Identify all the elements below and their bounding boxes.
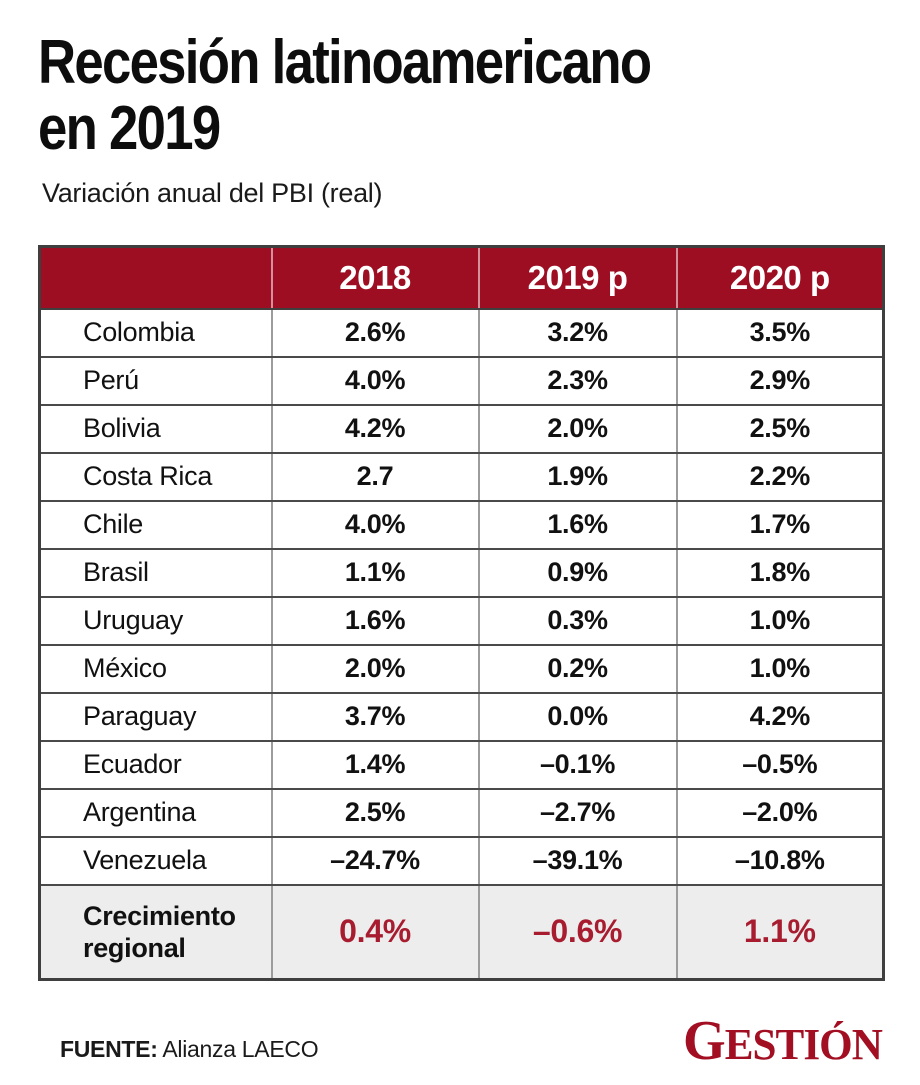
- value-cell: 3.7%: [270, 691, 480, 742]
- page-title: Recesión latinoamericano en 2019: [38, 30, 788, 162]
- table-row: Costa Rica 2.7 1.9% 2.2%: [38, 451, 885, 502]
- country-name: Chile: [38, 499, 273, 550]
- country-name: Costa Rica: [38, 451, 273, 502]
- header-2019p: 2019 p: [477, 246, 677, 310]
- value-cell: 1.0%: [675, 643, 885, 694]
- table-row: Bolivia 4.2% 2.0% 2.5%: [38, 403, 885, 454]
- table-row: Uruguay 1.6% 0.3% 1.0%: [38, 595, 885, 646]
- page-title-line1: Recesión latinoamericano: [38, 28, 652, 97]
- table-header-row: 2018 2019 p 2020 p: [39, 246, 884, 310]
- page-subtitle: Variación anual del PBI (real): [42, 178, 383, 208]
- value-cell: –39.1%: [477, 835, 678, 886]
- value-cell: 4.0%: [270, 499, 480, 550]
- table-row: Ecuador 1.4% –0.1% –0.5%: [38, 739, 885, 790]
- summary-value: –0.6%: [477, 883, 678, 981]
- country-name: Uruguay: [38, 595, 273, 646]
- table-row: México 2.0% 0.2% 1.0%: [38, 643, 885, 694]
- value-cell: 4.0%: [270, 355, 480, 406]
- value-cell: 2.0%: [477, 403, 678, 454]
- gdp-table: 2018 2019 p 2020 p Colombia 2.6% 3.2% 3.5% P…: [38, 245, 885, 981]
- value-cell: 0.0%: [477, 691, 678, 742]
- table-row: Brasil 1.1% 0.9% 1.8%: [38, 547, 885, 598]
- country-name: Brasil: [38, 547, 273, 598]
- value-cell: 2.3%: [477, 355, 678, 406]
- value-cell: 0.9%: [477, 547, 678, 598]
- source-label: FUENTE:: [60, 1036, 158, 1062]
- summary-value: 0.4%: [270, 883, 480, 981]
- summary-label: Crecimiento regional: [38, 883, 273, 981]
- source-value: Alianza LAECO: [157, 1036, 319, 1062]
- country-name: México: [38, 643, 273, 694]
- value-cell: 3.5%: [675, 307, 885, 358]
- country-name: Venezuela: [38, 835, 273, 886]
- value-cell: 4.2%: [675, 691, 885, 742]
- value-cell: 4.2%: [270, 403, 480, 454]
- header-2018: 2018: [270, 246, 479, 310]
- header-country: [39, 246, 272, 310]
- country-name: Perú: [38, 355, 273, 406]
- header-2020p: 2020 p: [675, 246, 884, 310]
- value-cell: 2.5%: [270, 787, 480, 838]
- table-row: Chile 4.0% 1.6% 1.7%: [38, 499, 885, 550]
- value-cell: 0.3%: [477, 595, 678, 646]
- country-name: Bolivia: [38, 403, 273, 454]
- value-cell: 0.2%: [477, 643, 678, 694]
- gestion-logo: GESTIÓN: [683, 1010, 883, 1072]
- country-name: Colombia: [38, 307, 273, 358]
- value-cell: 1.4%: [270, 739, 480, 790]
- value-cell: 1.1%: [270, 547, 480, 598]
- value-cell: 2.0%: [270, 643, 480, 694]
- value-cell: –24.7%: [270, 835, 480, 886]
- value-cell: –2.7%: [477, 787, 678, 838]
- value-cell: 1.6%: [477, 499, 678, 550]
- value-cell: –0.5%: [675, 739, 885, 790]
- table-row: Paraguay 3.7% 0.0% 4.2%: [38, 691, 885, 742]
- value-cell: 1.0%: [675, 595, 885, 646]
- value-cell: 3.2%: [477, 307, 678, 358]
- table-row: Colombia 2.6% 3.2% 3.5%: [38, 307, 885, 358]
- value-cell: –2.0%: [675, 787, 885, 838]
- footer: FUENTE: Alianza LAECO GESTIÓN: [38, 1010, 883, 1072]
- value-cell: 2.6%: [270, 307, 480, 358]
- country-name: Paraguay: [38, 691, 273, 742]
- summary-value: 1.1%: [675, 883, 885, 981]
- value-cell: 2.7: [270, 451, 480, 502]
- value-cell: 1.6%: [270, 595, 480, 646]
- value-cell: 1.7%: [675, 499, 885, 550]
- country-name: Argentina: [38, 787, 273, 838]
- value-cell: 1.8%: [675, 547, 885, 598]
- page-title-line2: en 2019: [38, 94, 221, 163]
- value-cell: –10.8%: [675, 835, 885, 886]
- value-cell: 2.9%: [675, 355, 885, 406]
- source-note: FUENTE: Alianza LAECO: [38, 1036, 319, 1071]
- value-cell: 2.5%: [675, 403, 885, 454]
- table-row: Argentina 2.5% –2.7% –2.0%: [38, 787, 885, 838]
- value-cell: 1.9%: [477, 451, 678, 502]
- table-row: Venezuela –24.7% –39.1% –10.8%: [38, 835, 885, 886]
- summary-row: Crecimiento regional 0.4% –0.6% 1.1%: [38, 883, 885, 981]
- table-row: Perú 4.0% 2.3% 2.9%: [38, 355, 885, 406]
- value-cell: –0.1%: [477, 739, 678, 790]
- value-cell: 2.2%: [675, 451, 885, 502]
- country-name: Ecuador: [38, 739, 273, 790]
